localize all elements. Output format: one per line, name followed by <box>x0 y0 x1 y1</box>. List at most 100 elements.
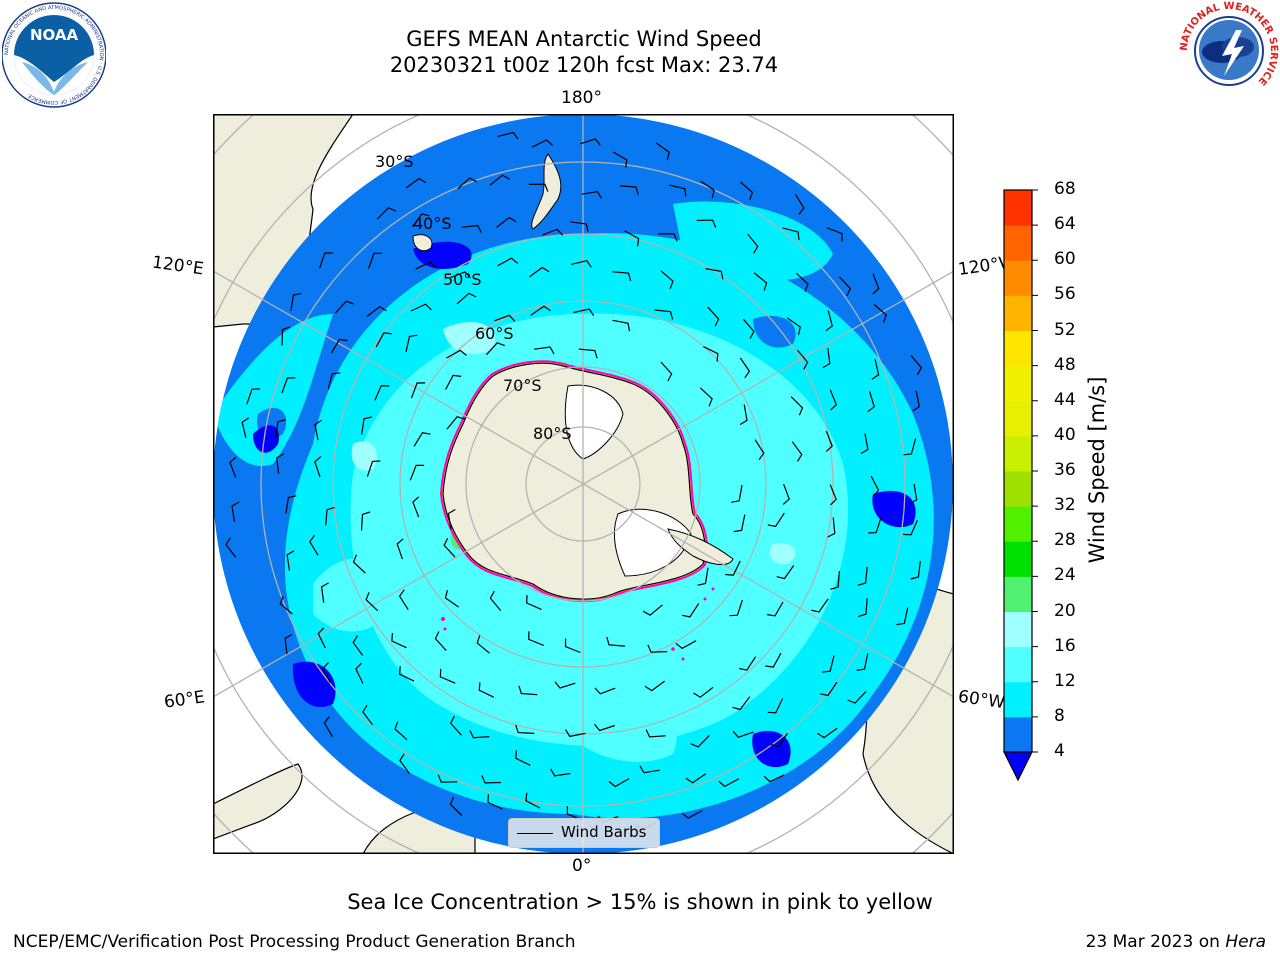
wind-barb <box>606 636 626 647</box>
wind-barb <box>619 185 639 195</box>
wind-barb <box>284 633 293 655</box>
wind-barb <box>860 433 869 455</box>
colorbar-segment <box>1004 260 1032 296</box>
colorbar-tick-label: 60 <box>1054 249 1076 270</box>
lat-label-60s: 60°S <box>475 324 514 343</box>
wind-barb <box>594 723 615 732</box>
colorbar-tick-label: 68 <box>1054 179 1076 199</box>
nws-logo: NATIONAL WEATHER SERVICE <box>1179 1 1279 101</box>
wind-barb <box>675 640 697 650</box>
wind-barb <box>571 260 592 268</box>
wind-barb <box>325 506 335 526</box>
wind-barb <box>366 460 381 477</box>
wind-barb <box>461 224 482 233</box>
wind-barb <box>570 221 589 232</box>
colorbar-tick-label: 56 <box>1054 284 1076 305</box>
wind-barb <box>446 416 465 430</box>
wind-barb <box>718 778 740 788</box>
wind-barb <box>654 309 674 320</box>
wind-barb <box>645 729 666 738</box>
colorbar-tick-label: 44 <box>1054 389 1076 410</box>
sea-ice-caption: Sea Ice Concentration > 15% is shown in … <box>347 890 933 914</box>
footer-date-text: 23 Mar 2023 on <box>1085 932 1220 952</box>
wind-barb <box>776 565 795 580</box>
colorbar-segment <box>1004 541 1032 577</box>
colorbar-segment <box>1004 471 1032 507</box>
colorbar-segment <box>1004 225 1032 261</box>
wind-barb <box>444 590 460 608</box>
wind-barb <box>309 534 319 556</box>
wind-barb <box>747 233 759 254</box>
wind-barb <box>743 318 755 339</box>
legend-swatch <box>517 833 553 834</box>
wind-barb <box>608 778 630 788</box>
wind-barb <box>765 652 782 668</box>
lat-label-30s: 30°S <box>375 152 414 171</box>
wind-barb <box>754 439 765 460</box>
wind-barb <box>515 724 535 734</box>
colorbar-tick-label: 48 <box>1054 354 1076 375</box>
wind-barb <box>409 464 425 481</box>
wind-barb <box>531 139 553 148</box>
wind-barb <box>276 453 284 474</box>
lon-label-180: 180° <box>561 88 602 108</box>
noaa-logo-text: NOAA <box>30 26 79 44</box>
wind-barb <box>374 385 390 401</box>
wind-barb <box>476 635 490 654</box>
wind-barb <box>314 419 323 441</box>
wind-barb <box>279 596 293 615</box>
wind-barb <box>699 387 713 407</box>
wind-barb <box>578 348 598 359</box>
wind-barb <box>573 308 595 316</box>
wind-barb <box>868 517 882 534</box>
wind-barb <box>581 190 603 199</box>
wind-barb <box>449 715 462 736</box>
antarctica-landmass <box>440 360 734 603</box>
lon-label-0: 0° <box>572 856 592 876</box>
wind-barb <box>826 227 843 242</box>
lon-label-60w: 60°W <box>956 686 1007 714</box>
wind-barb <box>281 326 291 346</box>
colorbar <box>1003 189 1038 782</box>
polar-map: 30°S 40°S 50°S 60°S 70°S 80°S Wind Barbs <box>213 114 954 854</box>
wind-barb <box>412 496 420 518</box>
wind-barb <box>360 511 371 531</box>
wind-barb <box>241 417 250 438</box>
wind-barb <box>486 342 505 356</box>
wind-barb <box>817 727 838 739</box>
wind-barb <box>910 355 923 376</box>
wind-barb <box>767 512 785 528</box>
wind-barb <box>729 599 743 617</box>
colorbar-segment <box>1004 506 1032 542</box>
wind-barb <box>542 228 564 236</box>
wind-barb <box>529 266 550 278</box>
wind-barb <box>434 631 447 651</box>
wind-barb <box>554 681 576 689</box>
wind-barb <box>685 773 707 784</box>
wind-barb <box>365 592 379 612</box>
wind-barb <box>658 233 678 242</box>
wind-barb <box>731 484 743 503</box>
colorbar-tick-label: 16 <box>1054 635 1076 656</box>
colorbar-segment <box>1004 330 1032 367</box>
wind-barb <box>481 775 502 784</box>
wind-barb <box>225 537 237 558</box>
wind-barb <box>612 151 628 168</box>
wind-barb <box>396 538 404 560</box>
wind-barb <box>231 501 240 522</box>
wind-barb <box>368 252 383 269</box>
wind-barb <box>902 519 918 536</box>
wind-barb <box>668 184 687 197</box>
wind-barb <box>872 273 880 295</box>
lat-label-80s: 80°S <box>533 424 572 443</box>
wind-barb <box>693 686 714 698</box>
wind-barb <box>740 181 754 201</box>
wind-barb <box>858 598 868 618</box>
wind-barb <box>494 314 516 322</box>
wind-barb <box>405 334 418 353</box>
wind-barb <box>456 292 477 305</box>
wind-barb <box>410 382 426 399</box>
wind-barb <box>786 317 801 335</box>
wind-barb <box>286 550 295 571</box>
wind-barb <box>753 272 768 291</box>
